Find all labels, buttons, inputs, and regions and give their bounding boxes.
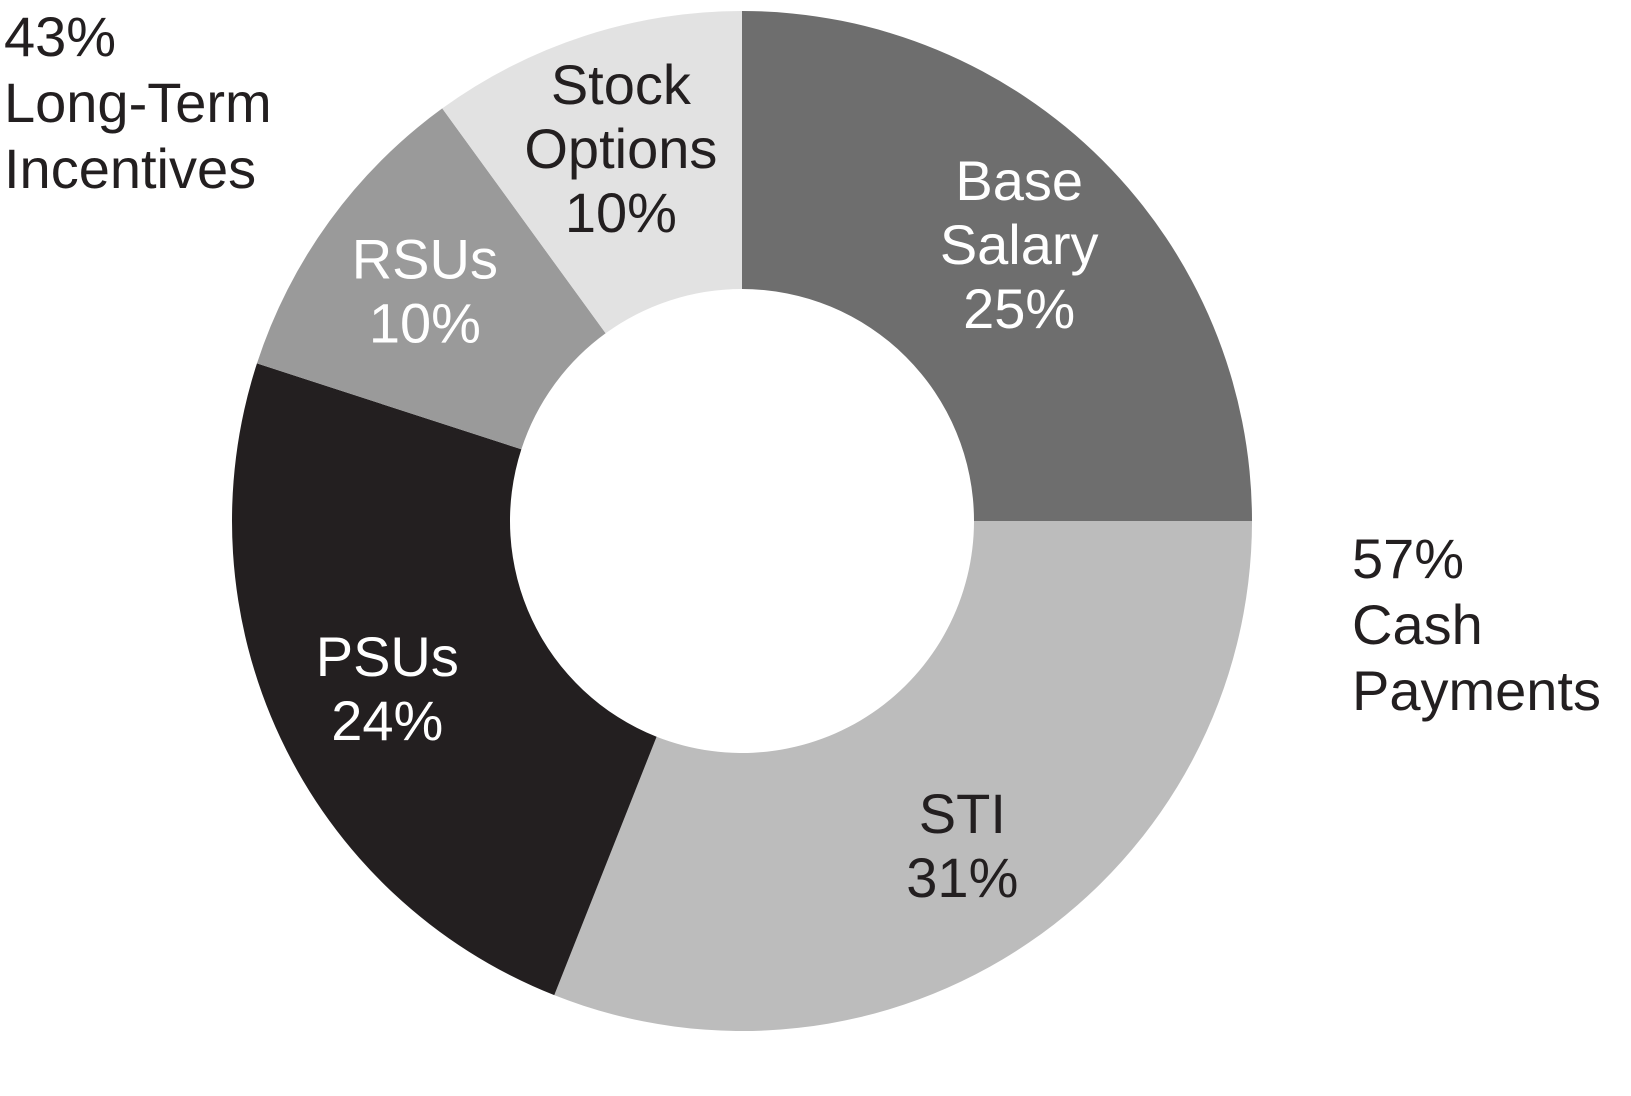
slice-label-psus: PSUs 24% [316, 625, 459, 752]
slice-sti [554, 521, 1252, 1032]
slice-label-rsus: RSUs 10% [352, 228, 498, 355]
slice-label-base-salary: Base Salary 25% [940, 149, 1099, 340]
slice-name-stock-options: Stock [551, 53, 692, 116]
group-label-long-term-incentives: 43% Long-Term Incentives [4, 4, 272, 202]
group-name-lti-line1: Long-Term [4, 71, 272, 134]
slice-psus [232, 363, 657, 996]
slice-name-sti: STI [919, 782, 1006, 845]
slice-value-psus: 24% [331, 689, 443, 752]
slice-name-stock-options: Options [524, 117, 717, 180]
slice-value-rsus: 10% [369, 292, 481, 355]
slice-label-sti: STI 31% [906, 782, 1018, 909]
donut-slices [232, 11, 1252, 1032]
slice-value-sti: 31% [906, 846, 1018, 909]
group-label-cash-payments: 57% Cash Payments [1352, 526, 1601, 724]
group-name-cash-line2: Payments [1352, 659, 1601, 722]
slice-stock-options [442, 11, 742, 334]
slice-value-base-salary: 25% [963, 277, 1075, 340]
group-name-lti-line2: Incentives [4, 137, 257, 200]
slice-base-salary [742, 11, 1252, 521]
slice-name-psus: PSUs [316, 625, 459, 688]
group-percent-lti: 43% [4, 5, 117, 68]
slice-name-rsus: RSUs [352, 228, 498, 291]
slice-name-base-salary: Base [955, 149, 1083, 212]
group-percent-cash: 57% [1352, 527, 1465, 590]
slice-name-base-salary: Salary [940, 213, 1099, 276]
slice-rsus [256, 108, 606, 450]
slice-value-stock-options: 10% [565, 181, 677, 244]
slice-label-stock-options: Stock Options 10% [524, 53, 717, 244]
group-name-cash-line1: Cash [1352, 593, 1483, 656]
donut-slice-labels: Base Salary 25%STI 31%PSUs 24%RSUs 10%Stock Op… [316, 53, 1099, 909]
